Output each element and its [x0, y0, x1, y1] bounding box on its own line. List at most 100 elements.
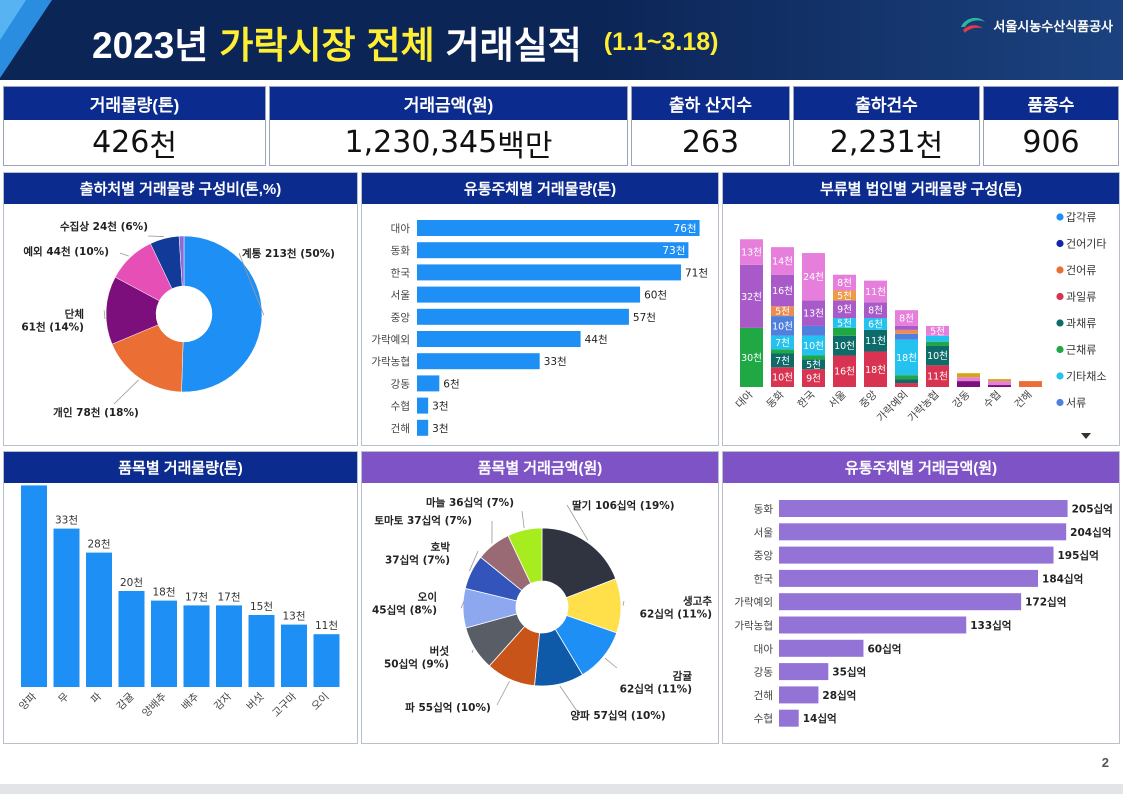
leader-line [622, 600, 625, 606]
item-volume-chart: 42천양파33천무28천파20천감귤18천양배추17천배추17천감자15천버섯1… [17, 483, 340, 720]
slice-label: 딸기 106십억 (19%) [572, 499, 675, 512]
pie-slice [507, 527, 543, 585]
bar-value-label: 15천 [250, 601, 273, 613]
stack-segment [771, 349, 794, 354]
category-label: 중앙 [391, 312, 411, 324]
bar-value-label: 71천 [685, 267, 708, 279]
bar-value-label: 20천 [120, 577, 143, 589]
category-label: 수협 [391, 400, 410, 413]
stack-segment [926, 341, 949, 346]
bar-value-label: 3천 [432, 423, 448, 435]
bar-value-label: 73천 [662, 245, 685, 257]
slice-label: 토마토 37십억 (7%) [374, 514, 472, 527]
panel-title: 품목별 거래금액(원) [362, 452, 718, 483]
category-label: 무 [56, 690, 72, 706]
bar-value-label: 3천 [432, 401, 448, 413]
stack-segment [864, 318, 887, 330]
title-period: (1.1~3.18) [603, 27, 719, 56]
stack-segment [926, 325, 949, 336]
category-label: 한국 [795, 388, 817, 410]
leader-line [119, 252, 129, 257]
bar-value-label: 28십억 [822, 689, 856, 702]
panel-title: 유통주체별 거래물량(톤) [362, 173, 718, 204]
legend-label: 기타채소 [1066, 370, 1106, 383]
bar [417, 419, 429, 436]
slice-label: 마늘 36십억 (7%) [426, 496, 514, 509]
category-label: 대아 [733, 388, 755, 410]
leader-line [521, 510, 525, 529]
pie-slice [178, 235, 185, 287]
category-label: 수협 [754, 712, 773, 725]
kpi-varieties: 품종수 906 [983, 86, 1119, 166]
kpi-unit: 천 [915, 128, 944, 164]
stack-segment [833, 290, 856, 301]
stack-segment [895, 333, 918, 340]
title-rest: 거래실적 [445, 25, 582, 66]
segment-label: 10천 [772, 321, 793, 332]
segment-label: 8천 [837, 278, 852, 289]
bar [779, 593, 1022, 611]
bar [779, 523, 1067, 541]
bar [417, 331, 581, 347]
category-label: 서울 [391, 290, 411, 302]
stack-segment [926, 335, 949, 342]
bar [779, 663, 829, 681]
stack-segment [895, 375, 918, 380]
category-label: 가락예외 [734, 596, 773, 609]
panel-title: 부류별 법인별 거래물량 구성(톤) [723, 173, 1119, 204]
stack-segment [988, 381, 1011, 386]
bar [779, 709, 799, 727]
bar-value-label: 6천 [443, 378, 459, 390]
stack-segment [895, 310, 918, 326]
segment-label: 5천 [837, 291, 852, 302]
stack-segment [802, 359, 825, 370]
bar [151, 600, 177, 687]
category-label: 고구마 [270, 690, 299, 719]
bar-value-label: 33천 [55, 515, 78, 527]
segment-label: 13천 [803, 309, 824, 320]
stack-segment [957, 377, 980, 382]
bar [779, 686, 819, 704]
bar [21, 485, 47, 687]
bar-value-label: 172십억 [1025, 596, 1066, 609]
bar [417, 242, 689, 259]
segment-label: 16천 [772, 286, 793, 297]
bar [417, 353, 540, 370]
org-name: 서울시농수산식품공사 [993, 18, 1113, 34]
kpi-value: 2,231 천 [794, 120, 979, 165]
slice-label: 양파 57십억 (10%) [570, 709, 665, 722]
stack-segment [864, 302, 887, 319]
bar [779, 616, 967, 634]
stack-segment [926, 345, 949, 366]
page-number: 2 [1101, 755, 1109, 770]
segment-label: 7천 [775, 338, 790, 349]
slice-label: 45십억 (8%) [372, 604, 437, 617]
slice-label: 수집상 24천 (6%) [60, 220, 148, 233]
bar-value-label: 28천 [87, 539, 110, 551]
bar [779, 569, 1039, 587]
kpi-unit: 천 [149, 128, 177, 164]
slice-label: 생고추 [683, 595, 712, 608]
stack-segment [802, 355, 825, 360]
stack-segment [957, 373, 980, 378]
category-label: 대아 [754, 643, 774, 655]
segment-label: 10천 [927, 351, 948, 362]
panel-entity-volume: 유통주체별 거래물량(톤) 대아 76천 동화 73천 한국 71천 서울 60천 중앙 57천 가… [361, 172, 719, 446]
title-year: 2023년 [92, 25, 209, 66]
slice-label: 62십억 (11%) [640, 608, 712, 621]
segment-label: 13천 [741, 248, 762, 259]
stack-segment [771, 367, 794, 387]
stack-segment [802, 325, 825, 336]
stack-segment [771, 247, 794, 275]
slice-label: 오이 [418, 591, 437, 604]
segment-label: 6천 [868, 319, 883, 330]
bar-value-label: 204십억 [1070, 526, 1111, 539]
segment-label: 30천 [741, 353, 762, 364]
category-label: 감자 [212, 690, 234, 712]
segment-label: 8천 [868, 306, 883, 317]
bar-value-label: 33천 [544, 356, 567, 368]
scroll-down-icon[interactable] [1081, 433, 1091, 439]
category-label: 한국 [391, 267, 411, 279]
